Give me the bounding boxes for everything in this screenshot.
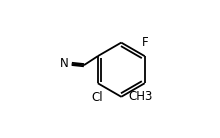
Text: N: N — [60, 57, 69, 70]
Text: F: F — [141, 36, 148, 49]
Text: CH3: CH3 — [128, 90, 153, 103]
Text: Cl: Cl — [92, 91, 103, 104]
